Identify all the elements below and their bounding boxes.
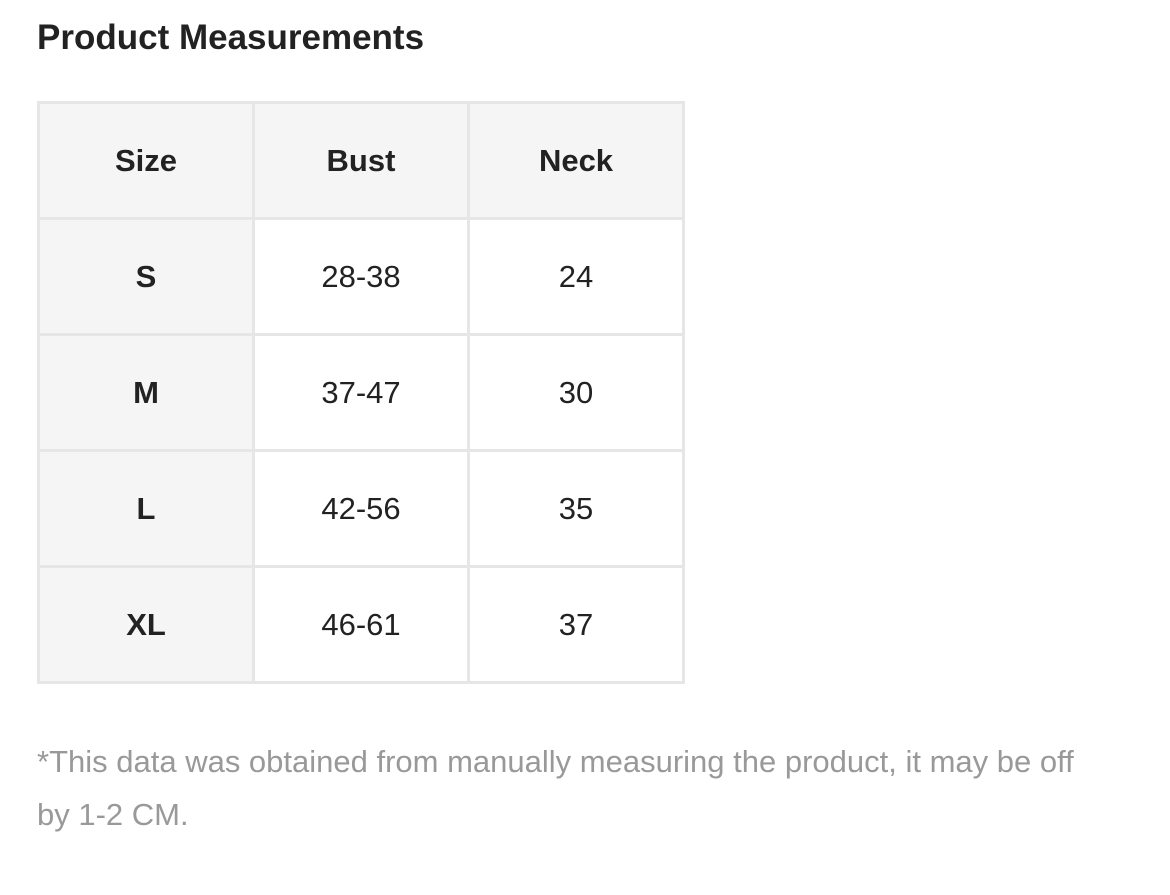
- cell-bust: 28-38: [252, 217, 470, 336]
- header-neck: Neck: [467, 101, 685, 220]
- cell-neck: 30: [467, 333, 685, 452]
- measurements-table: Size Bust Neck S 28-38 24 M 37-47 30 L 4…: [37, 101, 685, 684]
- table-row: M 37-47 30: [37, 333, 685, 452]
- header-size: Size: [37, 101, 255, 220]
- header-bust: Bust: [252, 101, 470, 220]
- cell-neck: 35: [467, 449, 685, 568]
- cell-bust: 37-47: [252, 333, 470, 452]
- cell-size: L: [37, 449, 255, 568]
- footnote: *This data was obtained from manually me…: [37, 744, 1074, 832]
- cell-bust: 42-56: [252, 449, 470, 568]
- cell-size: M: [37, 333, 255, 452]
- table-row: L 42-56 35: [37, 449, 685, 568]
- table-row: S 28-38 24: [37, 217, 685, 336]
- table-header-row: Size Bust Neck: [37, 101, 685, 220]
- table-row: XL 46-61 37: [37, 565, 685, 684]
- cell-bust: 46-61: [252, 565, 470, 684]
- cell-neck: 24: [467, 217, 685, 336]
- cell-size: XL: [37, 565, 255, 684]
- cell-size: S: [37, 217, 255, 336]
- cell-neck: 37: [467, 565, 685, 684]
- page-title: Product Measurements: [37, 18, 425, 57]
